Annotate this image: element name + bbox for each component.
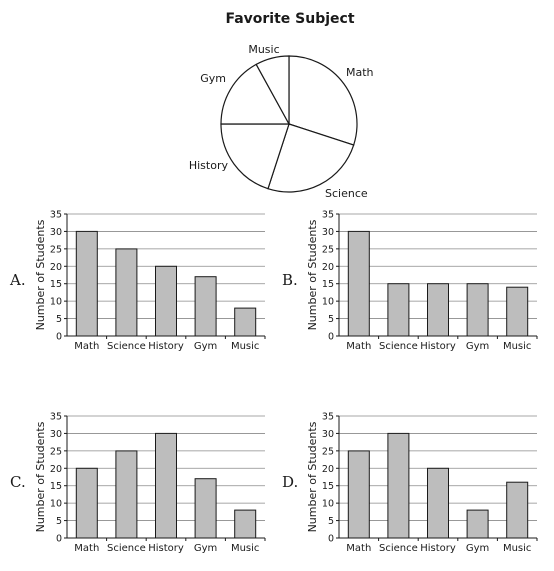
y-tick-label: 0 bbox=[56, 332, 62, 343]
pie-label-math: Math bbox=[346, 66, 374, 79]
bar-chart-option-b: B. Number of Students 0 5 10 15 20 25 30 35 Math Sc… bbox=[282, 210, 538, 352]
bar-science bbox=[387, 432, 410, 539]
pie-label-science: Science bbox=[325, 187, 368, 200]
y-tick-label: 20 bbox=[50, 464, 62, 475]
x-category-label: Science bbox=[107, 543, 146, 554]
x-category-label: Math bbox=[74, 543, 99, 554]
y-tick-label: 20 bbox=[322, 464, 334, 475]
x-category-label: History bbox=[148, 341, 184, 352]
y-tick-label: 0 bbox=[56, 534, 62, 545]
bar-music bbox=[234, 307, 257, 337]
y-tick-label: 15 bbox=[50, 481, 62, 492]
y-tick-label: 10 bbox=[322, 297, 334, 308]
x-category-label: Math bbox=[74, 341, 99, 352]
y-tick-label: 30 bbox=[322, 429, 334, 440]
bar-math bbox=[347, 230, 370, 337]
pie-slice-music bbox=[255, 55, 290, 125]
y-tick-label: 15 bbox=[322, 279, 334, 290]
pie-slice-gym bbox=[220, 63, 291, 125]
bar-music bbox=[506, 481, 529, 539]
pie-title: Favorite Subject bbox=[225, 11, 354, 27]
bar-history bbox=[427, 283, 449, 337]
y-tick-label: 5 bbox=[328, 314, 334, 325]
bar-history bbox=[427, 467, 449, 539]
y-tick-label: 25 bbox=[322, 244, 334, 255]
bar-chart-option-d: D. Number of Students 0 5 10 15 20 25 30 35 Math Sc… bbox=[282, 412, 538, 554]
x-category-label: Science bbox=[379, 341, 418, 352]
bar-gym bbox=[194, 276, 217, 337]
y-tick-label: 30 bbox=[50, 429, 62, 440]
pie-chart: Favorite Subject Math Science History Gym Mus… bbox=[189, 11, 374, 200]
x-category-label: Music bbox=[503, 543, 531, 554]
option-label: A. bbox=[9, 271, 26, 289]
y-axis-label: Number of Students bbox=[306, 421, 319, 532]
x-category-label: History bbox=[148, 543, 184, 554]
x-category-label: History bbox=[420, 543, 456, 554]
y-tick-label: 0 bbox=[328, 332, 334, 343]
bar-gym bbox=[194, 478, 217, 539]
pie-slice-science bbox=[267, 123, 355, 193]
bar-math bbox=[347, 450, 370, 539]
pie-label-history: History bbox=[189, 159, 229, 172]
x-category-label: Math bbox=[346, 543, 371, 554]
y-tick-label: 5 bbox=[56, 516, 62, 527]
y-tick-label: 35 bbox=[322, 412, 334, 423]
option-label: D. bbox=[282, 473, 298, 491]
bar-chart-option-a: A. Number of Students 0 5 10 15 20 25 30 35 Math Sc… bbox=[9, 210, 266, 352]
pie-slice-math bbox=[288, 55, 358, 146]
x-category-label: Music bbox=[231, 543, 259, 554]
y-tick-label: 15 bbox=[50, 279, 62, 290]
bar-chart-option-c: C. Number of Students 0 5 10 15 20 25 30 35 Math Sc… bbox=[10, 412, 266, 554]
y-tick-label: 35 bbox=[50, 210, 62, 221]
y-axis-label: Number of Students bbox=[34, 421, 47, 532]
bar-science bbox=[115, 248, 138, 337]
bar-math bbox=[75, 467, 98, 539]
bar-music bbox=[234, 509, 257, 539]
y-tick-label: 25 bbox=[322, 446, 334, 457]
pie-label-music: Music bbox=[248, 43, 279, 56]
pie-slice-history bbox=[220, 123, 290, 190]
x-category-label: Gym bbox=[466, 341, 489, 352]
x-category-label: History bbox=[420, 341, 456, 352]
y-axis-label: Number of Students bbox=[34, 219, 47, 330]
y-tick-label: 30 bbox=[322, 227, 334, 238]
x-category-label: Science bbox=[379, 543, 418, 554]
x-category-label: Gym bbox=[466, 543, 489, 554]
pie-label-gym: Gym bbox=[200, 72, 226, 85]
x-category-label: Science bbox=[107, 341, 146, 352]
bar-math bbox=[75, 230, 98, 337]
y-tick-label: 10 bbox=[50, 297, 62, 308]
x-category-label: Music bbox=[503, 341, 531, 352]
y-tick-label: 35 bbox=[322, 210, 334, 221]
y-tick-label: 5 bbox=[56, 314, 62, 325]
y-tick-label: 20 bbox=[50, 262, 62, 273]
bar-science bbox=[387, 283, 410, 337]
bar-history bbox=[155, 432, 177, 539]
bar-gym bbox=[466, 283, 489, 337]
y-tick-label: 25 bbox=[50, 446, 62, 457]
y-tick-label: 10 bbox=[322, 499, 334, 510]
bar-science bbox=[115, 450, 138, 539]
bar-gym bbox=[466, 509, 489, 539]
y-tick-label: 30 bbox=[50, 227, 62, 238]
y-tick-label: 35 bbox=[50, 412, 62, 423]
x-category-label: Music bbox=[231, 341, 259, 352]
x-category-label: Gym bbox=[194, 543, 217, 554]
bar-history bbox=[155, 265, 177, 337]
x-category-label: Math bbox=[346, 341, 371, 352]
y-tick-label: 20 bbox=[322, 262, 334, 273]
option-label: B. bbox=[282, 271, 298, 289]
y-tick-label: 25 bbox=[50, 244, 62, 255]
y-tick-label: 15 bbox=[322, 481, 334, 492]
x-category-label: Gym bbox=[194, 341, 217, 352]
option-label: C. bbox=[10, 473, 26, 491]
y-tick-label: 10 bbox=[50, 499, 62, 510]
y-tick-label: 5 bbox=[328, 516, 334, 527]
y-axis-label: Number of Students bbox=[306, 219, 319, 330]
bar-music bbox=[506, 286, 529, 337]
y-tick-label: 0 bbox=[328, 534, 334, 545]
